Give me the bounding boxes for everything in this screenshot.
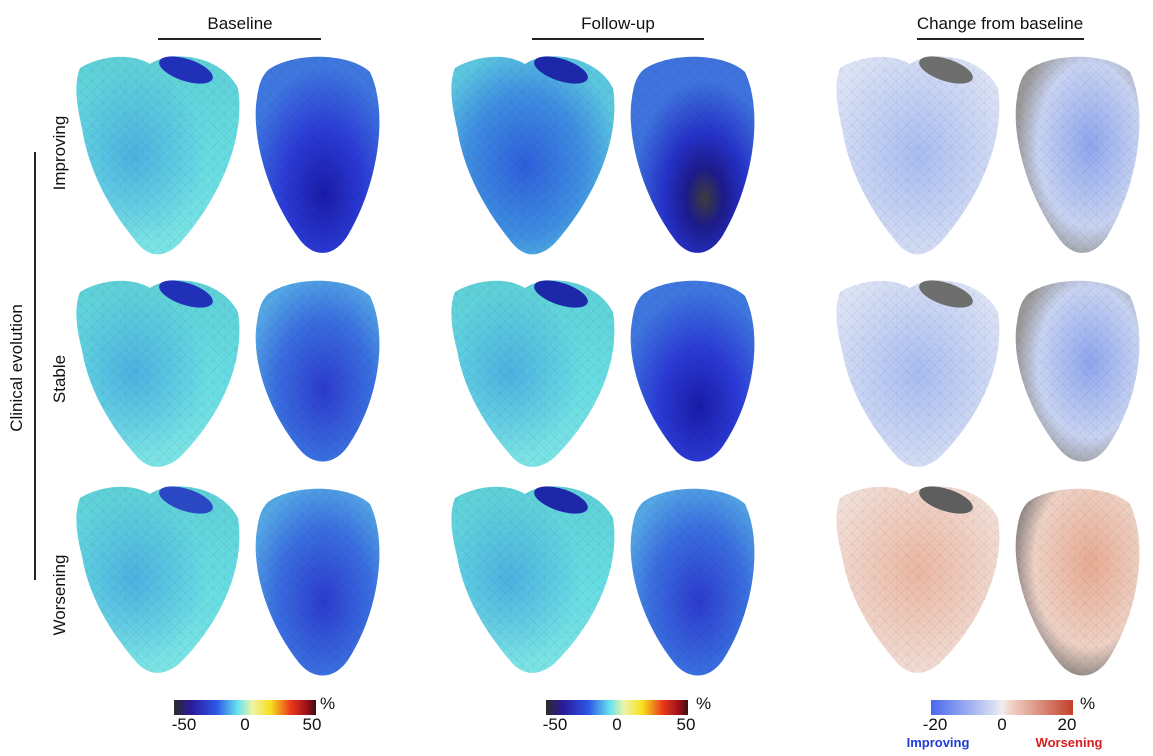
heart-baseline-improving-front [70,48,245,260]
followup-header-underline [532,38,704,40]
heart-baseline-worsening-front [70,478,245,678]
colorbar-change-worsening-label: Worsening [1036,735,1103,750]
heart-baseline-stable-front [70,272,245,472]
colorbar-baseline-min: -50 [172,715,197,735]
heart-baseline-improving-back [248,50,388,260]
colorbar-baseline [174,700,316,715]
heart-change-stable-front [830,272,1005,472]
colorbar-baseline-max: 50 [303,715,322,735]
colorbar-change-min: -20 [923,715,948,735]
heart-baseline-worsening-back [248,482,388,682]
colorbar-followup-max: 50 [677,715,696,735]
heart-followup-stable-front [445,272,620,472]
heart-change-worsening-back [1008,482,1148,682]
heart-followup-improving-front [445,48,620,260]
heart-change-improving-front [830,48,1005,260]
colorbar-change-max: 20 [1058,715,1077,735]
row-label-improving: Improving [50,108,70,198]
row-label-worsening: Worsening [50,545,70,645]
colorbar-change-unit: % [1080,694,1095,714]
heart-followup-improving-back [623,50,763,260]
heart-change-worsening-front [830,478,1005,678]
followup-header: Follow-up [532,14,704,34]
baseline-header-underline [158,38,321,40]
heart-followup-stable-back [623,274,763,469]
colorbar-baseline-unit: % [320,694,335,714]
colorbar-change [931,700,1073,715]
colorbar-baseline-mid: 0 [240,715,249,735]
change-header: Change from baseline [900,14,1100,34]
heart-baseline-stable-back [248,274,388,469]
heart-change-improving-back [1008,50,1148,260]
baseline-header: Baseline [160,14,320,34]
colorbar-followup [546,700,688,715]
heart-followup-worsening-back [623,482,763,682]
colorbar-change-mid: 0 [997,715,1006,735]
change-header-underline [917,38,1084,40]
heart-change-stable-back [1008,274,1148,469]
heart-followup-worsening-front [445,478,620,678]
colorbar-followup-min: -50 [543,715,568,735]
colorbar-change-improving-label: Improving [907,735,970,750]
clinical-evolution-label: Clinical evolution [7,288,27,448]
clinical-evolution-bracket [34,152,36,580]
colorbar-followup-mid: 0 [612,715,621,735]
row-label-stable: Stable [50,344,70,414]
colorbar-followup-unit: % [696,694,711,714]
